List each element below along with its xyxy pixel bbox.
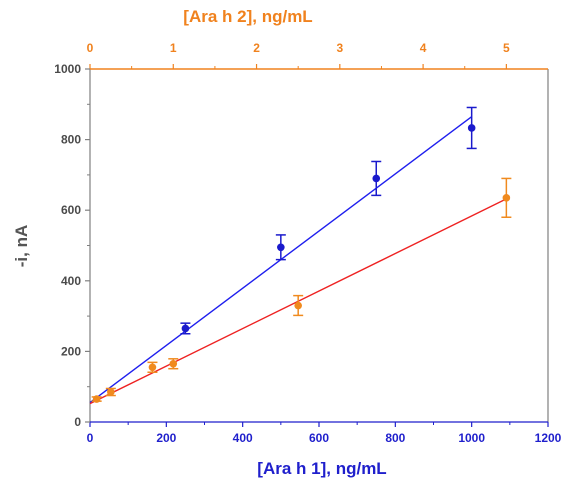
ara-h2-data-point	[148, 363, 157, 372]
x-bottom-tick-label: 400	[233, 431, 253, 445]
x-bottom-tick-label: 1000	[458, 431, 485, 445]
y-tick-label: 800	[61, 133, 81, 147]
x-top-axis-title: [Ara h 2], ng/mL	[183, 7, 312, 26]
y-tick-label: 0	[74, 415, 81, 429]
y-axis-title: -i, nA	[12, 225, 31, 268]
x-top-tick-label: 4	[420, 41, 427, 55]
plot-frame	[89, 68, 549, 423]
x-top-tick-label: 3	[336, 41, 343, 55]
x-top-tick-label: 5	[503, 41, 510, 55]
y-tick-label: 1000	[54, 62, 81, 76]
data-points	[91, 106, 512, 403]
ara-h2-data-point	[107, 388, 115, 396]
ara-h1-data-point	[277, 243, 285, 252]
y-tick-label: 600	[61, 203, 81, 217]
fit-lines	[89, 116, 507, 405]
ara-h1-data-point	[372, 174, 381, 183]
x-bottom-tick-label: 200	[156, 431, 176, 445]
x-bottom-tick-label: 0	[87, 431, 94, 445]
x-top-tick-label: 2	[253, 41, 260, 55]
x-bottom-tick-label: 1200	[535, 431, 562, 445]
x-top-tick-label: 0	[87, 41, 94, 55]
ara-h1-data-point	[467, 124, 476, 132]
ara-h2-data-point	[294, 301, 302, 310]
ara-h2-data-point	[92, 395, 101, 403]
x-bottom-tick-label: 800	[385, 431, 405, 445]
ara-h2-data-point	[169, 359, 178, 368]
y-tick-label: 200	[61, 344, 81, 358]
x-top-tick-label: 1	[170, 41, 177, 55]
ara-h1-data-point	[181, 324, 190, 333]
x-bottom-tick-label: 600	[309, 431, 329, 445]
ara-h2-data-point	[502, 194, 511, 202]
axis-ticks: 0 200 400 600 800 1000 1200 0 1 2 3 4 5 0 200 400 600 800…	[54, 41, 561, 445]
y-tick-label: 400	[61, 274, 81, 288]
x-bottom-axis-title: [Ara h 1], ng/mL	[257, 459, 386, 478]
